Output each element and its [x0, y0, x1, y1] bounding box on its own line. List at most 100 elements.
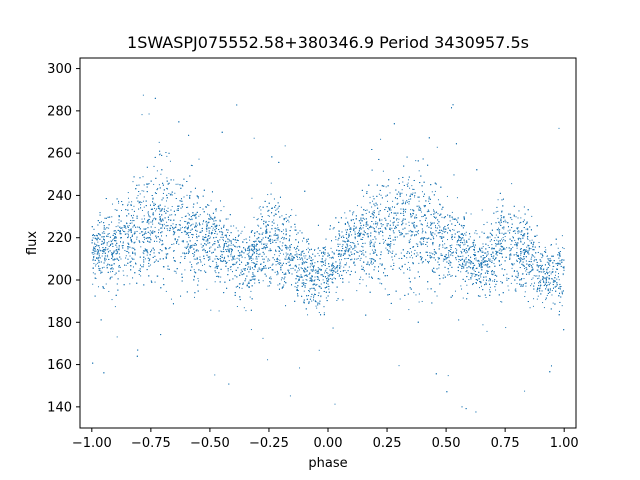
- data-point: [215, 226, 217, 228]
- data-point: [497, 210, 499, 212]
- data-point: [118, 266, 120, 268]
- data-point: [406, 257, 408, 259]
- data-point: [251, 260, 253, 262]
- data-point: [186, 223, 188, 225]
- data-point: [561, 290, 563, 292]
- data-point: [470, 246, 472, 248]
- data-point: [258, 225, 260, 227]
- data-point: [245, 310, 247, 312]
- data-point: [158, 141, 160, 143]
- data-point: [248, 253, 250, 255]
- data-point: [451, 211, 453, 213]
- data-point: [412, 188, 414, 190]
- data-point: [397, 224, 399, 226]
- data-point: [489, 232, 491, 234]
- data-point: [563, 248, 565, 250]
- data-point: [247, 282, 249, 284]
- data-point: [149, 221, 151, 223]
- data-point: [451, 275, 453, 277]
- data-point: [265, 229, 267, 231]
- data-point: [506, 273, 508, 275]
- data-point: [297, 258, 299, 260]
- data-point: [486, 270, 488, 272]
- data-point: [369, 258, 371, 260]
- data-point: [447, 239, 449, 241]
- data-point: [467, 261, 469, 263]
- data-point: [485, 282, 487, 284]
- data-point: [458, 238, 460, 240]
- data-point: [177, 229, 179, 231]
- data-point: [104, 240, 106, 242]
- data-point: [516, 247, 518, 249]
- data-point: [230, 244, 232, 246]
- data-point: [143, 215, 145, 217]
- data-point: [141, 201, 143, 203]
- data-point: [331, 273, 333, 275]
- data-point: [142, 266, 144, 268]
- data-point: [551, 294, 553, 296]
- data-point: [122, 241, 124, 243]
- data-point: [346, 258, 348, 259]
- data-point: [488, 237, 490, 239]
- data-point: [206, 230, 208, 232]
- data-point: [435, 216, 437, 218]
- data-point: [467, 255, 469, 257]
- data-point: [385, 247, 387, 249]
- data-point: [181, 204, 183, 206]
- data-point: [527, 244, 529, 246]
- data-point: [209, 237, 211, 239]
- data-point: [166, 254, 168, 256]
- data-point: [525, 270, 527, 272]
- data-point: [195, 214, 197, 216]
- data-point: [525, 285, 527, 287]
- data-point: [301, 257, 303, 259]
- data-point: [512, 246, 514, 248]
- data-point: [532, 243, 534, 245]
- data-point: [210, 309, 212, 311]
- data-point: [481, 252, 483, 253]
- data-point: [166, 155, 168, 157]
- data-point: [520, 217, 522, 219]
- data-point: [473, 273, 475, 275]
- data-point: [332, 266, 334, 268]
- data-point: [449, 220, 451, 222]
- data-point: [494, 243, 496, 245]
- data-point: [519, 261, 521, 263]
- data-point: [173, 231, 175, 233]
- data-point: [510, 243, 512, 245]
- data-point: [360, 226, 362, 228]
- data-point: [315, 301, 317, 303]
- data-point: [492, 252, 494, 254]
- data-point: [348, 250, 350, 251]
- data-point: [386, 223, 388, 225]
- data-point: [331, 264, 333, 266]
- data-point: [443, 274, 445, 276]
- data-point: [489, 289, 491, 291]
- data-point: [101, 232, 103, 234]
- data-point: [334, 403, 336, 405]
- data-point: [375, 250, 377, 252]
- data-point: [281, 236, 283, 238]
- data-point: [539, 253, 541, 255]
- data-point: [408, 309, 410, 311]
- data-point: [383, 242, 385, 244]
- data-point: [285, 272, 287, 274]
- data-point: [129, 255, 131, 257]
- data-point: [421, 262, 423, 264]
- data-point: [516, 259, 518, 261]
- data-point: [122, 242, 124, 244]
- data-point: [331, 257, 333, 259]
- data-point: [338, 275, 340, 277]
- data-point: [447, 224, 449, 226]
- data-point: [138, 202, 140, 204]
- data-point: [140, 204, 142, 206]
- data-point: [551, 278, 553, 280]
- data-point: [411, 185, 413, 187]
- data-point: [133, 205, 135, 207]
- data-point: [441, 233, 443, 235]
- data-point: [142, 176, 144, 178]
- data-point: [336, 267, 338, 269]
- data-point: [303, 282, 305, 284]
- data-point: [501, 232, 503, 234]
- data-point: [486, 221, 488, 223]
